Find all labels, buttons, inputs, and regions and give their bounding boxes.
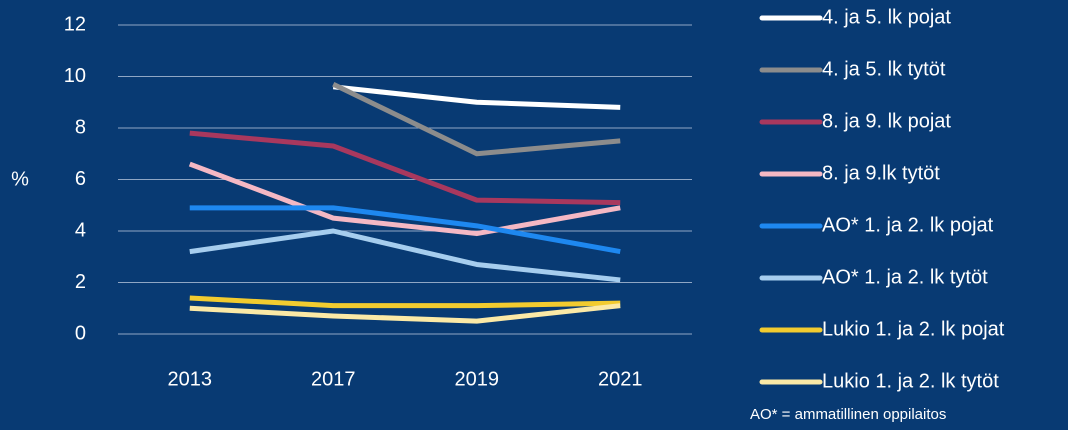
y-axis-label: % [11,168,29,190]
series-line [189,130,621,206]
y-tick-label: 0 [75,322,86,344]
legend-label: 4. ja 5. lk tytöt [822,58,946,80]
y-tick-label: 6 [75,168,86,190]
series-line [189,303,621,324]
y-tick-label: 12 [64,13,86,35]
legend-label: AO* 1. ja 2. lk tytöt [822,266,988,288]
series-line [189,295,621,309]
series-line [332,84,621,110]
legend-label: Lukio 1. ja 2. lk tytöt [822,370,999,392]
series-line [188,161,621,237]
annotation: AO* = ammatillinen oppilaitos [750,406,946,423]
legend-label: AO* 1. ja 2. lk pojat [822,214,994,236]
x-tick-label: 2017 [311,368,356,390]
series-line [189,228,621,283]
y-tick-label: 10 [64,65,86,87]
series-line [189,205,621,255]
x-tick-label: 2019 [455,368,500,390]
x-tick-label: 2021 [598,368,643,390]
y-tick-label: 8 [75,116,86,138]
x-tick-label: 2013 [168,368,213,390]
y-tick-label: 2 [75,271,86,293]
legend-label: 8. ja 9.lk tytöt [822,162,940,184]
legend-label: 8. ja 9. lk pojat [822,110,951,132]
series-line [332,81,621,157]
y-tick-label: 4 [75,219,86,241]
legend-label: 4. ja 5. lk pojat [822,6,951,28]
legend-label: Lukio 1. ja 2. lk pojat [822,318,1005,340]
